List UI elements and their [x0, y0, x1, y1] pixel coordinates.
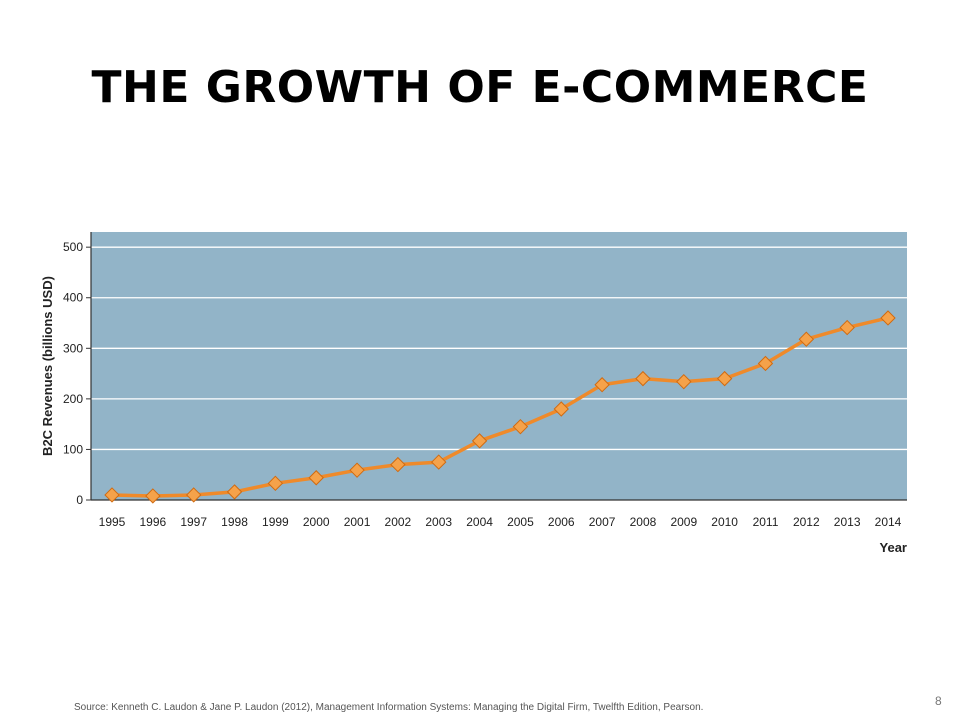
data-point: [390, 456, 406, 473]
y-axis-label: B2C Revenues (billions USD): [40, 276, 55, 456]
data-point: [716, 370, 733, 387]
x-tick-label: 2012: [793, 515, 820, 529]
data-point: [512, 418, 529, 435]
x-tick-label: 2009: [670, 515, 697, 529]
y-tick-label: 400: [63, 291, 83, 305]
x-tick-label: 1997: [180, 515, 207, 529]
x-tick-label: 2010: [711, 515, 738, 529]
x-tick-label: 2004: [466, 515, 493, 529]
y-tick-label: 100: [63, 442, 83, 456]
series-line: [111, 316, 889, 498]
plot-background: [91, 232, 907, 500]
page-number: 8: [935, 694, 942, 708]
x-tick-label: 1998: [221, 515, 248, 529]
data-point: [798, 331, 815, 347]
x-tick-label: 2005: [507, 515, 534, 529]
series-group: [104, 310, 896, 504]
y-tick-label: 0: [76, 493, 83, 507]
x-tick-label: 1999: [262, 515, 289, 529]
x-tick-label: 2014: [875, 515, 902, 529]
data-point: [431, 454, 447, 470]
x-tick-label: 2007: [589, 515, 616, 529]
axes: [90, 232, 907, 501]
data-point: [757, 355, 774, 372]
data-point: [267, 475, 284, 492]
gridlines: [91, 246, 907, 451]
x-tick-label: 2003: [425, 515, 452, 529]
data-point: [471, 433, 488, 449]
slide-title: THE GROWTH OF E-COMMERCE: [91, 62, 869, 113]
y-axis-ticks: 0 100 200 300 400 500: [63, 240, 91, 507]
data-point: [104, 487, 120, 503]
x-tick-label: 2006: [548, 515, 575, 529]
data-point: [185, 487, 202, 503]
y-tick-label: 500: [63, 240, 83, 254]
data-point: [226, 484, 243, 500]
y-tick-label: 300: [63, 341, 83, 355]
data-point: [635, 370, 651, 387]
data-point: [308, 470, 324, 486]
data-point: [145, 488, 161, 504]
x-axis-label: Year: [880, 540, 907, 555]
data-point: [349, 462, 365, 478]
data-point: [676, 373, 692, 390]
x-tick-label: 2001: [344, 515, 371, 529]
x-tick-label: 2000: [303, 515, 330, 529]
x-tick-label: 1996: [139, 515, 166, 529]
data-point: [594, 377, 610, 393]
x-tick-label: 2011: [753, 515, 779, 529]
x-tick-label: 2002: [385, 515, 412, 529]
x-axis-ticks: 1995 1996 1997 1998 1999 2000 2001 2002 2003 2004…: [99, 515, 902, 529]
x-tick-label: 2013: [834, 515, 861, 529]
x-tick-label: 1995: [99, 515, 126, 529]
y-tick-label: 200: [63, 392, 83, 406]
data-point: [880, 310, 896, 326]
x-tick-label: 2008: [630, 515, 657, 529]
data-point: [553, 401, 569, 417]
b2c-revenue-line-chart: 0 100 200 300 400 500 1995 1996 1997 1998 1999 200…: [40, 232, 907, 555]
plot-area: [91, 232, 907, 500]
source-citation: Source: Kenneth C. Laudon & Jane P. Laud…: [74, 702, 704, 713]
data-point: [839, 319, 855, 336]
